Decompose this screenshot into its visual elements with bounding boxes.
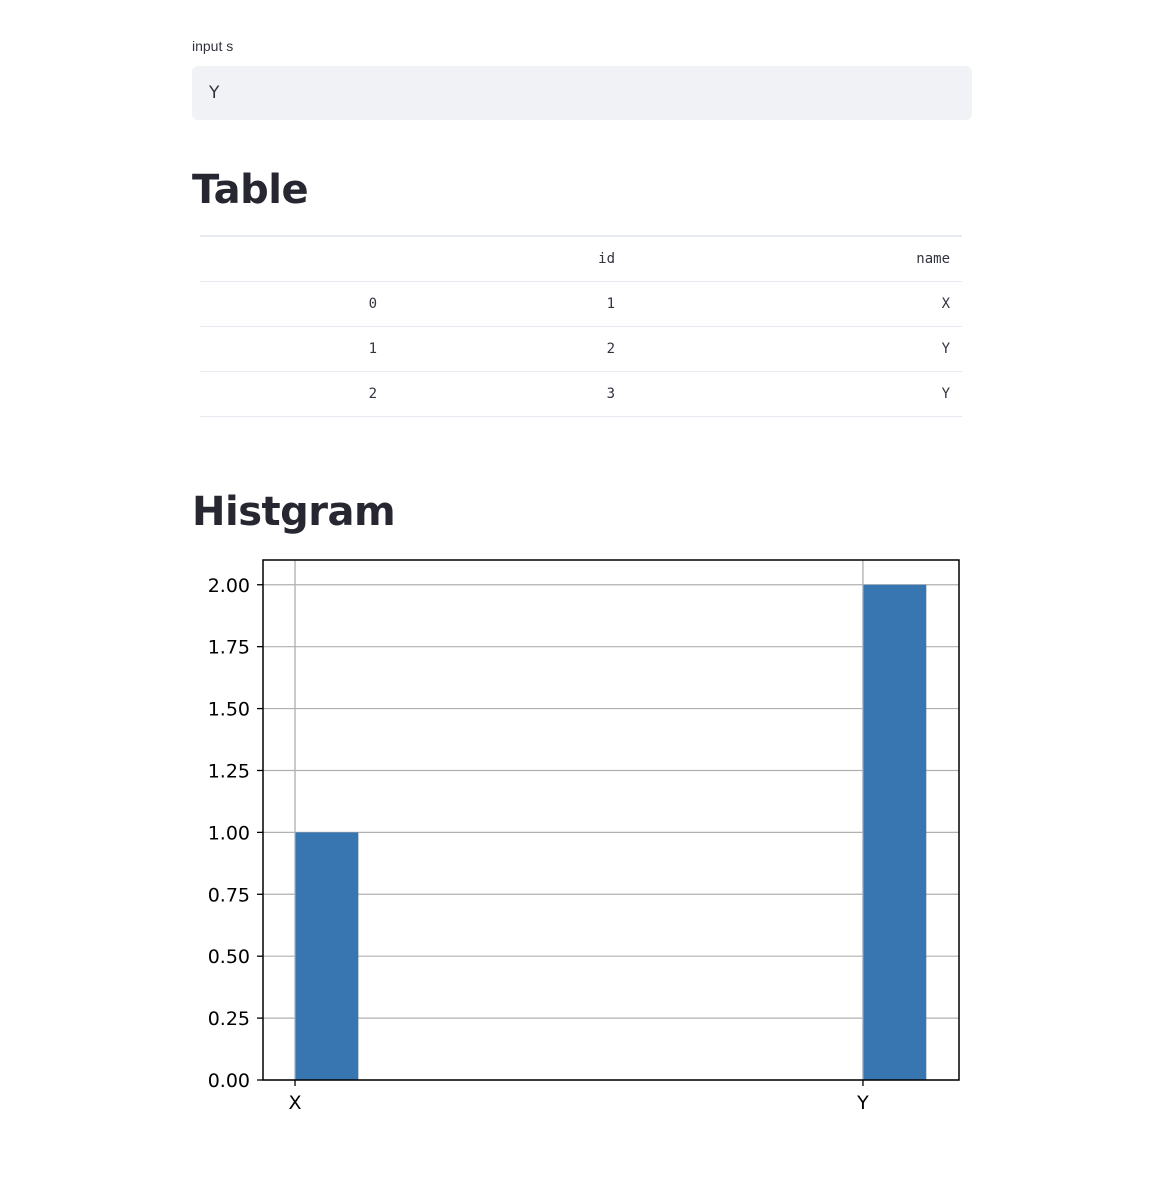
table-row: 0 1 X	[200, 281, 962, 327]
id-cell: 1	[389, 281, 627, 327]
plot-frame	[262, 559, 960, 1081]
table-row: 2 3 Y	[200, 371, 962, 417]
histogram-chart: 0.00 0.25 0.50 0.75 1.00 1.25 1.50 1.75 2.00 X Y	[208, 559, 960, 1114]
data-table: id name 0 1 X 1 2 Y 2 3 Y	[200, 235, 962, 417]
text-input-label: input s	[192, 38, 234, 54]
table-row: 1 2 Y	[200, 326, 962, 372]
row-index-cell: 2	[200, 371, 389, 417]
name-cell: Y	[627, 326, 962, 372]
column-header-name: name	[627, 235, 962, 282]
y-tick-label: 1.00	[208, 822, 250, 844]
y-tick-label: 1.25	[208, 760, 250, 782]
row-index-cell: 0	[200, 281, 389, 327]
y-tick-label: 1.75	[208, 637, 250, 659]
bar-y	[862, 584, 927, 1080]
id-cell: 3	[389, 371, 627, 417]
column-header-index	[200, 235, 389, 282]
y-tick-label: 1.50	[208, 699, 250, 721]
row-index-cell: 1	[200, 326, 389, 372]
column-header-id: id	[389, 235, 627, 282]
bar-x	[295, 832, 359, 1080]
x-tick-label: Y	[856, 1092, 869, 1114]
text-input-s[interactable]	[192, 66, 972, 120]
table-heading: Table	[192, 167, 309, 213]
y-tick-label: 0.00	[208, 1070, 250, 1092]
y-tick-label: 2.00	[208, 575, 250, 597]
name-cell: X	[627, 281, 962, 327]
x-tick-label: X	[289, 1092, 302, 1114]
histogram-heading: Histgram	[192, 489, 396, 535]
y-tick-label: 0.25	[208, 1008, 250, 1030]
name-cell: Y	[627, 371, 962, 417]
y-tick-label: 0.50	[208, 946, 250, 968]
table-header-row: id name	[200, 235, 962, 282]
id-cell: 2	[389, 326, 627, 372]
y-tick-label: 0.75	[208, 884, 250, 906]
